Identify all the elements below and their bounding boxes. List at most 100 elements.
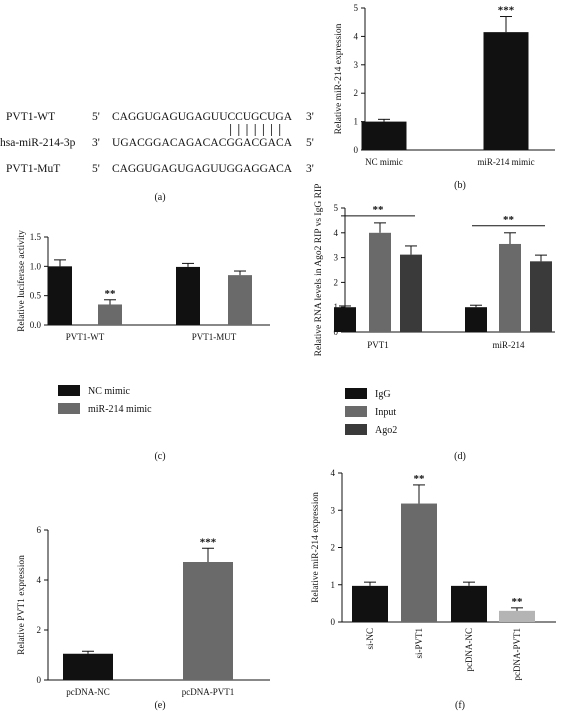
bar xyxy=(499,610,535,622)
x-tick-label: pcDNA-NC xyxy=(66,687,110,697)
significance-label: ** xyxy=(373,204,385,216)
bar xyxy=(48,266,72,325)
x-tick-label: miR-214 xyxy=(492,340,525,350)
bar xyxy=(98,304,122,325)
seq-prime-pvt1-wt-5: 5' xyxy=(92,111,100,123)
bar xyxy=(369,232,391,332)
panel-f-chart: 0 1 2 3 4 Relative miR-214 expression (f) si-NC… xyxy=(311,468,556,711)
legend-swatch xyxy=(58,385,80,396)
seq-pvt1-wt: CAGGUGAGUGAGUUCCUGCUGA xyxy=(112,111,293,123)
significance-label: *** xyxy=(498,5,515,17)
y-tick-label: 6 xyxy=(37,525,42,535)
bar xyxy=(401,503,437,622)
legend-label: Ago2 xyxy=(375,425,397,436)
legend-label: NC mimic xyxy=(88,386,131,397)
y-axis-label: Relative luciferase activity xyxy=(16,230,27,332)
y-tick-label: 2 xyxy=(37,625,42,635)
y-tick-label: 4 xyxy=(354,31,359,41)
bar xyxy=(451,585,487,622)
seq-prime-mir-214-5: 5' xyxy=(306,137,314,149)
y-tick-label: 1.5 xyxy=(30,232,42,242)
x-tick-label: pcDNA-PVT1 xyxy=(512,628,522,681)
bar xyxy=(63,653,113,680)
y-tick-label: 3 xyxy=(331,505,336,515)
x-tick-label: pcDNA-NC xyxy=(464,628,474,672)
significance-label: ** xyxy=(414,473,426,485)
seq-pvt1-mut: CAGGUGAGUGAGUUGGAGGACA xyxy=(112,163,293,175)
bar xyxy=(228,275,252,325)
y-tick-label: 2 xyxy=(331,543,336,553)
legend-swatch xyxy=(345,388,367,399)
panel-caption: (e) xyxy=(154,700,165,711)
y-tick-label: 3 xyxy=(354,60,359,70)
bar xyxy=(530,261,552,332)
bar xyxy=(352,585,388,622)
y-tick-label: 5 xyxy=(354,3,359,13)
significance-label: ** xyxy=(105,288,117,300)
seq-label-pvt1-wt: PVT1-WT xyxy=(6,111,55,123)
y-tick-label: 1 xyxy=(331,580,336,590)
significance-label: *** xyxy=(200,536,217,548)
panel-caption-a: (a) xyxy=(154,192,165,203)
panel-caption: (b) xyxy=(454,180,466,191)
y-tick-label: 4 xyxy=(331,468,336,478)
bar xyxy=(176,266,200,325)
seq-label-pvt1-mut: PVT1-MuT xyxy=(6,163,60,175)
bar xyxy=(361,121,407,150)
x-tick-label: NC mimic xyxy=(365,157,403,167)
y-axis-label: Relative miR-214 expression xyxy=(311,492,321,603)
y-axis-label: Relative RNA levels in Ago2 RIP vs IgG R… xyxy=(314,184,324,357)
y-tick-label: 3 xyxy=(334,253,339,263)
seq-prime-pvt1-mut-5: 5' xyxy=(92,163,100,175)
legend: IgG Input Ago2 xyxy=(345,388,397,436)
y-tick-label: 0.0 xyxy=(30,320,42,330)
x-tick-label: PVT1-MUT xyxy=(192,332,237,342)
seq-prime-pvt1-mut-3: 3' xyxy=(306,163,314,175)
legend-swatch xyxy=(345,424,367,435)
x-tick-label: si-NC xyxy=(365,628,375,650)
legend-label: IgG xyxy=(375,389,391,400)
panel-a-sequence-alignment: PVT1-WT 5' CAGGUGAGUGAGUUCCUGCUGA 3' hsa… xyxy=(0,111,314,203)
significance-label: ** xyxy=(512,596,524,608)
legend: NC mimic miR-214 mimic xyxy=(58,385,152,415)
bar xyxy=(183,562,233,680)
y-tick-label: 1 xyxy=(354,117,359,127)
y-tick-label: 0 xyxy=(37,675,42,685)
bar xyxy=(483,32,529,150)
y-tick-label: 4 xyxy=(37,575,42,585)
legend-label: Input xyxy=(375,407,396,418)
seq-mir-214: UGACGGACAGACACGGACGACA xyxy=(112,137,293,149)
legend-label: miR-214 mimic xyxy=(88,404,152,415)
y-tick-label: 1.0 xyxy=(30,261,42,271)
bar xyxy=(465,307,487,332)
y-axis-label: Relative miR-214 expression xyxy=(334,23,344,134)
panel-e-chart: 0 2 4 6 Relative PVT1 expression (e) pcDNA-NC p… xyxy=(17,525,270,711)
y-tick-label: 5 xyxy=(334,203,339,213)
seq-prime-mir-214-3: 3' xyxy=(92,137,100,149)
legend-swatch xyxy=(58,403,80,414)
x-tick-label: PVT1 xyxy=(367,340,389,350)
y-axis-label: Relative PVT1 expression xyxy=(17,555,27,655)
y-tick-label: 0 xyxy=(354,145,359,155)
panel-caption: (c) xyxy=(154,451,165,462)
base-pairing-lines xyxy=(230,124,281,136)
y-tick-label: 0 xyxy=(331,617,336,627)
significance-label: ** xyxy=(503,214,515,226)
y-tick-label: 0.5 xyxy=(30,291,42,301)
panel-caption: (f) xyxy=(455,700,465,711)
y-tick-label: 2 xyxy=(334,277,339,287)
panel-caption: (d) xyxy=(454,451,466,462)
legend-swatch xyxy=(345,406,367,417)
x-tick-label: PVT1-WT xyxy=(66,332,105,342)
bar xyxy=(499,243,521,332)
panel-b-chart: 0 1 2 3 4 5 Relative miR-214 expression (b) NC m… xyxy=(334,3,555,191)
y-tick-label: 2 xyxy=(354,88,359,98)
seq-label-mir-214: hsa-miR-214-3p xyxy=(0,137,76,149)
y-tick-label: 4 xyxy=(334,228,339,238)
bar xyxy=(334,307,356,332)
bar xyxy=(400,254,422,332)
x-tick-label: pcDNA-PVT1 xyxy=(182,687,235,697)
